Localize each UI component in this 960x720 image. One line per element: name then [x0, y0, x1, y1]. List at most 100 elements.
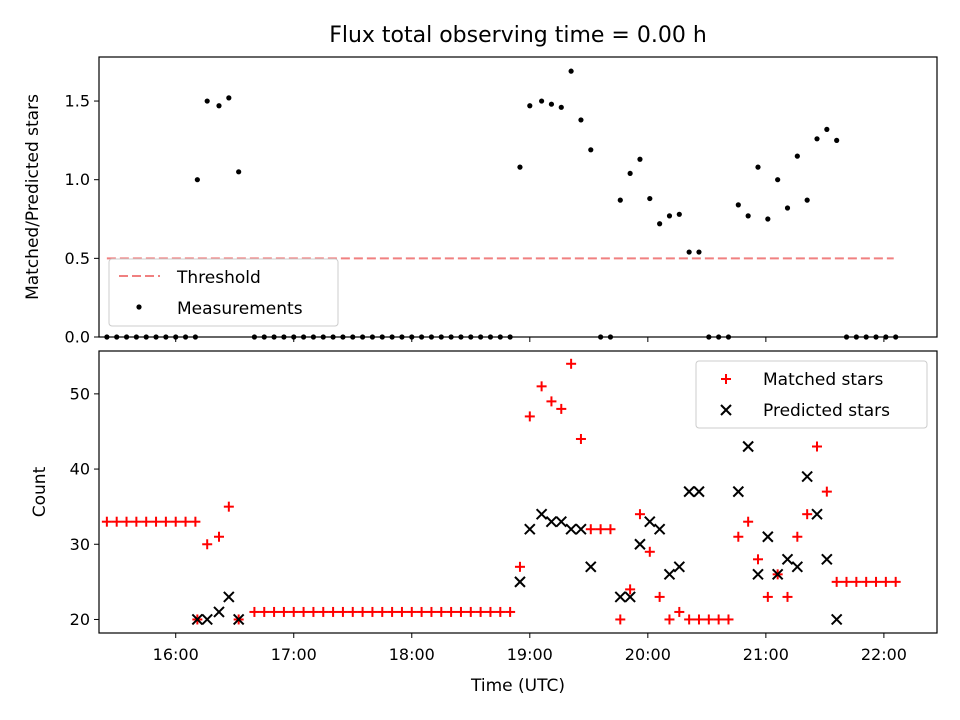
matched-star-point	[131, 516, 142, 527]
predicted-star-point	[624, 591, 636, 603]
matched-star-point	[288, 606, 299, 617]
matched-star-point	[357, 606, 368, 617]
matched-star-point	[455, 606, 466, 617]
top-axes-frame	[98, 56, 938, 338]
top-legend: Threshold Measurements	[108, 258, 339, 327]
matched-star-point	[223, 501, 234, 512]
matched-star-point	[213, 531, 224, 542]
measurement-point	[627, 170, 633, 177]
top-y-ticks: 0.0 0.5 1.0 1.5	[65, 92, 99, 347]
matched-star-point	[298, 606, 309, 617]
measurement-point	[517, 164, 523, 170]
predicted-star-point	[771, 568, 784, 581]
matched-star-point	[101, 516, 112, 527]
measurement-point	[794, 153, 800, 159]
matched-star-point	[406, 606, 417, 617]
measurement-point	[657, 221, 663, 227]
matched-star-point	[141, 516, 152, 527]
matched-star-point	[674, 606, 685, 617]
matched-star-point	[821, 486, 832, 497]
matched-star-point	[426, 606, 437, 617]
measurement-point	[804, 197, 810, 203]
matched-star-point	[566, 358, 577, 369]
matched-star-point	[546, 396, 557, 407]
matched-star-point	[259, 606, 270, 617]
predicted-star-point	[585, 561, 597, 573]
predicted-star-point	[732, 485, 745, 498]
predicted-star-point	[663, 568, 676, 581]
matched-stars-legend-label: Matched stars	[763, 370, 883, 390]
measurement-point	[548, 101, 555, 107]
matched-star-point	[664, 614, 675, 625]
matched-star-point	[851, 576, 862, 587]
predicted-stars-legend-label: Predicted stars	[763, 401, 890, 421]
matched-star-point	[713, 614, 724, 625]
matched-star-point	[831, 576, 842, 587]
measurement-point	[666, 213, 673, 219]
matched-star-point	[752, 554, 763, 565]
x-axis-label: Time (UTC)	[470, 676, 565, 696]
matched-star-point	[475, 606, 486, 617]
bottom-y-tick-label: 30	[70, 535, 90, 554]
matched-star-point	[782, 591, 793, 602]
matched-star-point	[792, 531, 803, 542]
predicted-stars-legend-marker	[720, 404, 732, 416]
predicted-star-point	[644, 515, 656, 528]
predicted-star-point	[653, 523, 666, 535]
matched-star-point	[318, 606, 329, 617]
measurement-point	[527, 103, 533, 109]
matched-star-point	[269, 606, 280, 617]
measurement-point	[617, 197, 623, 203]
predicted-stars-points	[191, 440, 843, 626]
measurement-point	[588, 147, 594, 153]
matched-star-point	[733, 531, 744, 542]
bottom-legend-box	[695, 360, 928, 429]
bottom-x-ticks: 16:00 17:00 18:00 19:00 20:00 21:00 22:00	[153, 633, 907, 664]
matched-star-point	[170, 516, 181, 527]
matched-star-point	[505, 606, 516, 617]
measurement-point	[834, 137, 840, 143]
predicted-star-point	[821, 553, 833, 566]
predicted-star-point	[191, 613, 204, 626]
bottom-panel: Count Time (UTC) 20 30 40 50 16:00 17:00 18:0…	[30, 350, 938, 696]
measurement-point	[539, 98, 545, 104]
measurement-point	[755, 164, 761, 170]
bottom-y-axis-label: Count	[30, 466, 50, 517]
top-y-tick-label: 0.5	[65, 249, 90, 268]
matched-star-point	[180, 516, 191, 527]
measurement-point	[686, 249, 692, 255]
matched-star-point	[514, 561, 525, 572]
predicted-star-point	[683, 485, 695, 498]
matched-star-point	[762, 591, 773, 602]
matched-star-point	[595, 524, 606, 535]
threshold-legend-label: Threshold	[176, 268, 261, 288]
matched-star-point	[121, 516, 132, 527]
matched-star-point	[880, 576, 891, 587]
measurement-point	[824, 126, 830, 132]
measurement-points	[104, 68, 899, 340]
measurement-point	[784, 205, 791, 211]
bottom-axes-frame	[98, 350, 938, 634]
bottom-x-tick-label: 20:00	[625, 645, 671, 664]
top-panel: Flux total observing time = 0.00 h Match…	[23, 23, 938, 347]
measurement-point	[676, 211, 682, 217]
matched-star-point	[654, 591, 665, 602]
top-y-tick-label: 0.0	[65, 328, 90, 347]
predicted-star-point	[555, 515, 567, 528]
predicted-star-point	[693, 485, 705, 498]
matched-star-point	[387, 606, 398, 617]
predicted-star-point	[762, 531, 774, 543]
measurement-point	[236, 169, 242, 175]
top-y-axis-label: Matched/Predicted stars	[23, 94, 43, 300]
predicted-stars-legend-glyph	[720, 404, 732, 416]
measurement-point	[765, 216, 771, 222]
bottom-legend: Matched stars Predicted stars	[695, 360, 928, 429]
matched-star-point	[436, 606, 447, 617]
matched-star-point	[861, 576, 872, 587]
matched-star-point	[536, 381, 547, 392]
predicted-star-point	[614, 591, 626, 603]
matched-star-point	[575, 433, 586, 444]
predicted-star-point	[201, 613, 213, 626]
measurement-point	[637, 156, 643, 162]
